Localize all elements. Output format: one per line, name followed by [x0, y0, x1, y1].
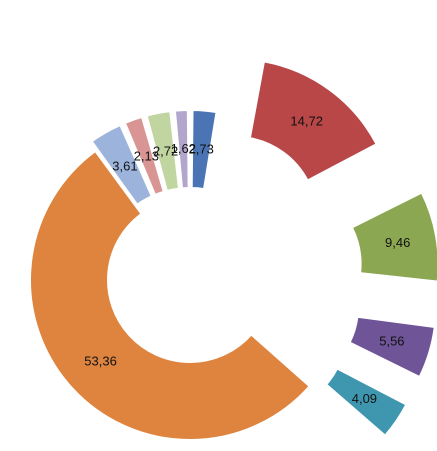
data-label-5-56: 5,56	[379, 333, 404, 348]
slice-3-61	[90, 123, 154, 207]
data-label-3-61: 3,61	[112, 158, 137, 173]
slice-2-72	[145, 110, 181, 193]
data-label-2-73: 2,73	[189, 141, 214, 156]
chart-data-labels: 2,73 14,72 9,46 5,56 4,09 53,36 3,612,132,721,…	[84, 113, 410, 405]
slice-53-36	[29, 149, 312, 441]
slice-1-62	[173, 109, 190, 190]
slice-2-13	[123, 115, 165, 197]
data-label-14-72: 14,72	[290, 113, 323, 128]
data-label-2-13: 2,13	[134, 148, 159, 163]
chart-slices	[29, 60, 437, 441]
slice-9-46	[350, 191, 437, 283]
data-label-9-46: 9,46	[385, 235, 410, 250]
slice-4-09	[324, 367, 408, 438]
data-label-53-36: 53,36	[84, 353, 117, 368]
data-label-1-62: 1,62	[171, 141, 196, 156]
data-label-2-72: 2,72	[153, 143, 178, 158]
slice-2-73	[190, 109, 218, 191]
data-label-4-09: 4,09	[352, 391, 377, 406]
slice-14-72	[248, 60, 378, 182]
slice-5-56	[348, 315, 436, 379]
